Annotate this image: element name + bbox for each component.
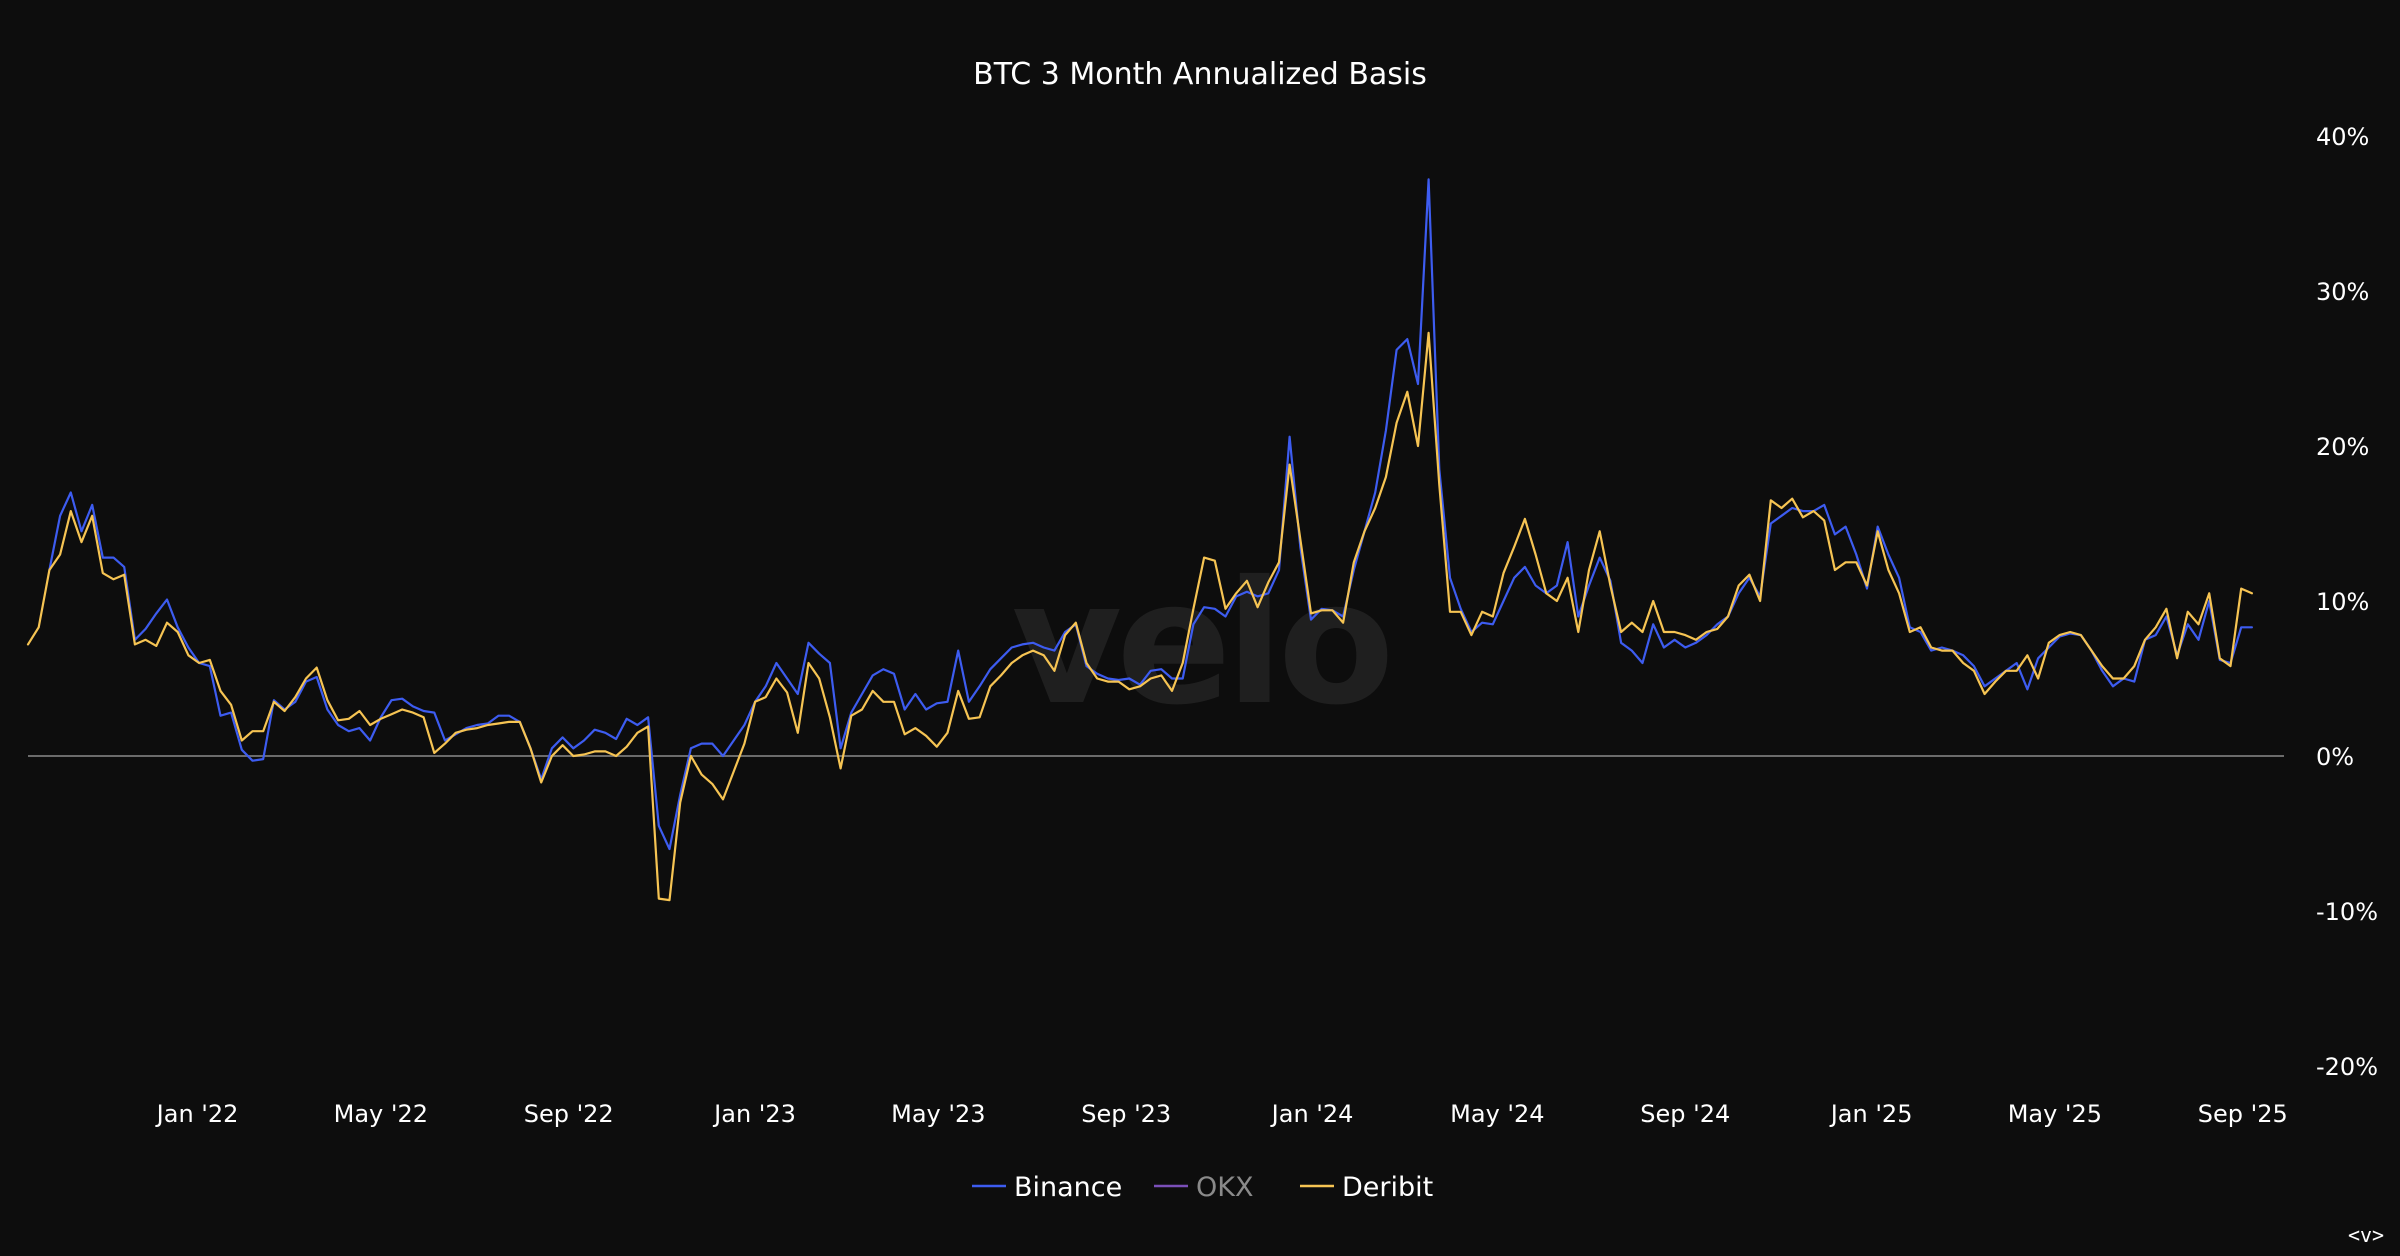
legend-label: Binance [1014, 1172, 1122, 1203]
y-tick-label: 10% [2316, 588, 2369, 616]
x-tick-label: May '25 [2008, 1100, 2102, 1128]
y-tick-label: 20% [2316, 433, 2369, 461]
x-tick-label: Sep '23 [1081, 1100, 1171, 1128]
y-axis: 40% 30% 20% 10% 0% -10% -20% [2316, 123, 2378, 1081]
x-tick-label: Sep '22 [524, 1100, 614, 1128]
x-tick-label: Jan '22 [155, 1100, 239, 1128]
legend-item-okx[interactable]: OKX [1154, 1172, 1253, 1203]
series-line-binance [48, 178, 2253, 851]
y-tick-label: 30% [2316, 278, 2369, 306]
y-tick-label: -20% [2316, 1053, 2378, 1081]
x-axis: Jan '22 May '22 Sep '22 Jan '23 May '23 Sep '… [155, 1100, 2288, 1128]
legend-item-binance[interactable]: Binance [972, 1172, 1122, 1203]
y-tick-label: 0% [2316, 743, 2354, 771]
series-line-deribit [26, 331, 2253, 902]
x-tick-label: Jan '25 [1829, 1100, 1913, 1128]
x-tick-label: May '24 [1450, 1100, 1544, 1128]
y-tick-label: -10% [2316, 898, 2378, 926]
series-layer [26, 178, 2253, 902]
x-tick-label: Jan '23 [712, 1100, 796, 1128]
x-tick-label: May '23 [891, 1100, 985, 1128]
legend-item-deribit[interactable]: Deribit [1300, 1172, 1433, 1203]
legend-label: OKX [1196, 1172, 1253, 1203]
chart-title: BTC 3 Month Annualized Basis [973, 57, 1427, 92]
y-tick-label: 40% [2316, 123, 2369, 151]
legend: Binance OKX Deribit [972, 1172, 1433, 1203]
x-tick-label: Jan '24 [1270, 1100, 1354, 1128]
velo-watermark: velo [1011, 545, 1388, 743]
x-tick-label: Sep '25 [2198, 1100, 2288, 1128]
velo-corner-logo: <v> [2348, 1223, 2384, 1247]
legend-label: Deribit [1342, 1172, 1433, 1203]
x-tick-label: May '22 [334, 1100, 428, 1128]
x-tick-label: Sep '24 [1640, 1100, 1730, 1128]
